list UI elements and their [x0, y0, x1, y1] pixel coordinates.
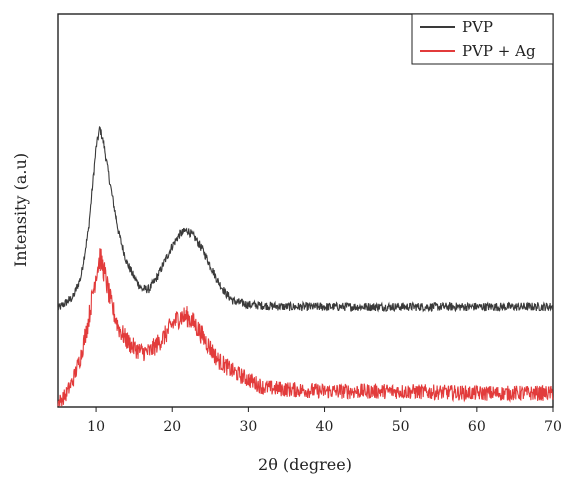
legend-box [411, 13, 554, 65]
legend-label-pvp-ag: PVP + Ag [462, 42, 536, 60]
series-line-pvp-ag [57, 248, 554, 407]
x-tick-label-20: 20 [163, 419, 181, 435]
x-tick-label-30: 30 [239, 419, 257, 435]
plot-frame [57, 13, 554, 408]
legend-label-pvp: PVP [462, 18, 493, 36]
x-tick-label-40: 40 [316, 419, 334, 435]
ticks-layer: 10 20 30 40 50 60 70 [87, 407, 562, 435]
series-line-pvp [57, 125, 554, 313]
series-layer [57, 125, 554, 407]
y-axis-title: Intensity (a.u) [11, 153, 30, 267]
x-tick-label-10: 10 [87, 419, 105, 435]
x-tick-label-50: 50 [392, 419, 410, 435]
x-tick-label-70: 70 [544, 419, 562, 435]
x-axis-title: 2θ (degree) [258, 455, 352, 474]
legend: PVP PVP + Ag [411, 13, 554, 65]
x-tick-label-60: 60 [468, 419, 486, 435]
